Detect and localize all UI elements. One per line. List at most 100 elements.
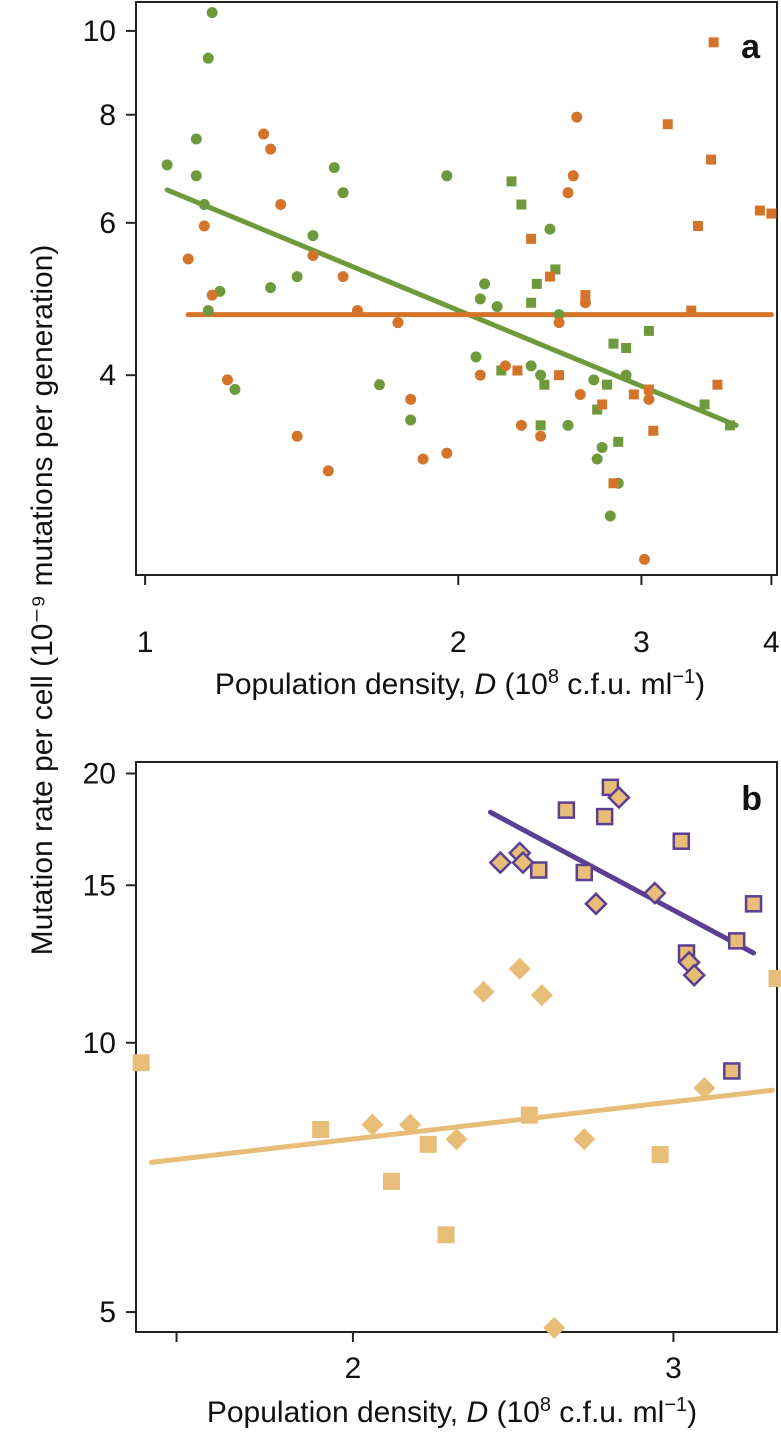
panel-b-xlabel-unit: c.f.u. ml	[551, 1396, 664, 1429]
panel-b-point-purple-diamond-outline	[511, 850, 535, 875]
panel-a-point-orange-circle	[474, 369, 486, 381]
panel-a-point-green-circle	[405, 414, 417, 426]
panel-a-point-green-circle	[588, 374, 600, 386]
panel-b-point-tan-square	[382, 1172, 400, 1190]
panel-a-point-orange-square	[686, 305, 697, 316]
panel-b-point-tan-diamond	[693, 1077, 716, 1100]
panel-a-point-green-circle	[474, 293, 486, 305]
panel-a-x-tick-label: 2	[450, 626, 467, 659]
panel-a-point-orange-circle	[291, 430, 303, 442]
panel-a-xlabel-close: )	[695, 668, 705, 701]
panel-a-xlabel-unit: c.f.u. ml	[559, 668, 672, 701]
panel-b-y-ticks: 5 10 15 20	[83, 757, 136, 1329]
panel-a-point-orange-circle	[182, 253, 194, 265]
panel-b-point-purple-square-outline	[672, 832, 691, 850]
panel-a-point-green-square	[550, 264, 561, 275]
panel-a-point-green-circle	[479, 278, 491, 290]
panel-a-point-orange-circle	[221, 374, 233, 386]
panel-a-xlabel-unit-exp: −1	[672, 666, 695, 688]
panel-a-point-green-circle	[337, 187, 349, 199]
panel-b-point-tan-square	[768, 969, 781, 987]
panel-a-point-orange-circle	[441, 447, 453, 459]
panel-a-point-green-square	[613, 436, 624, 447]
panel-a-point-green-circle	[491, 301, 503, 313]
panel-a-x-tick-label: 1	[137, 626, 154, 659]
panel-b-xlabel-unit-exp: −1	[664, 1394, 687, 1416]
panel-a-point-orange-square	[580, 290, 591, 301]
panel-a-point-orange-square	[526, 233, 537, 244]
panel-a-point-orange-circle	[351, 305, 363, 317]
panel-b-point-tan-diamond	[508, 957, 531, 980]
panel-a-point-orange-square	[643, 384, 654, 395]
panel-a-point-orange-square	[648, 425, 659, 436]
panel-a-point-green-circle	[190, 170, 202, 182]
panel-b-point-tan-square	[520, 1106, 538, 1124]
panel-a-y-tick-label: 6	[99, 207, 116, 240]
panel-a-x-ticks: 1 2 3 4	[137, 575, 780, 659]
panel-a-points	[161, 7, 777, 565]
panel-b-point-purple-diamond-outline	[642, 881, 667, 905]
panel-a-point-green-circle	[202, 305, 214, 317]
panel-a-point-green-circle	[161, 159, 173, 171]
panel-a-point-orange-circle	[643, 393, 655, 405]
panel-a-point-green-circle	[307, 230, 319, 242]
panel-a-point-green-square	[539, 379, 550, 390]
panel-a-point-green-circle	[553, 309, 565, 321]
panel-a-point-orange-square	[766, 208, 777, 219]
panel-a-point-orange-circle	[515, 419, 527, 431]
panel-a-point-green-circle	[535, 369, 547, 381]
panel-a-point-green-circle	[265, 282, 277, 294]
panel-a-point-green-square	[699, 399, 710, 410]
panel-a-point-orange-circle	[337, 271, 349, 283]
panel-b-xlabel-paren-open: (10	[488, 1396, 540, 1429]
panel-a-point-orange-circle	[417, 453, 429, 465]
panel-b-point-tan-square	[312, 1120, 330, 1138]
panel-b-point-purple-square-outline	[723, 1062, 741, 1080]
panel-b-frame	[135, 761, 778, 1333]
panel-a-point-orange-circle	[562, 187, 574, 199]
panel-b-x-tick-label: 3	[665, 1352, 682, 1385]
panel-a-point-orange-circle	[535, 430, 547, 442]
panel-a-point-orange-square	[628, 389, 639, 400]
panel-b-point-purple-diamond-outline	[607, 785, 631, 810]
panel-a-point-green-circle	[373, 379, 385, 391]
panel-a-point-orange-square	[706, 154, 717, 165]
panel-b-y-tick-label: 20	[83, 757, 116, 790]
panel-b-point-tan-diamond	[530, 984, 553, 1007]
panel-b-point-purple-diamond-outline	[682, 963, 706, 987]
panel-a-point-orange-circle	[322, 465, 334, 477]
panel-b-point-tan-diamond	[472, 980, 495, 1003]
panel-b-y-tick-label: 15	[83, 869, 116, 902]
panel-b-point-purple-square-outline	[727, 932, 746, 950]
panel-a-point-orange-square	[597, 399, 608, 410]
panel-a-point-orange-square	[754, 205, 765, 216]
panel-a-point-green-square	[725, 420, 736, 431]
panel-a-point-orange-circle	[405, 393, 417, 405]
panel-a-point-orange-circle	[567, 170, 579, 182]
panel-a-point-green-square	[643, 325, 654, 336]
panel-b-y-tick-label: 5	[99, 1296, 116, 1329]
panel-a-point-green-circle	[198, 199, 210, 211]
panel-b-xlabel-prefix: Population density,	[207, 1396, 467, 1429]
panel-a-x-axis-title: Population density, D (108 c.f.u. ml−1)	[215, 666, 705, 701]
panel-a-y-tick-label: 8	[99, 99, 116, 132]
panel-a-point-green-square	[516, 199, 527, 210]
panel-a-point-green-square	[496, 365, 507, 376]
panel-a-point-orange-square	[544, 271, 555, 282]
panel-b-point-tan-diamond	[361, 1113, 384, 1136]
panel-a-xlabel-var: D	[474, 668, 496, 701]
panel-a-point-green-circle	[604, 510, 616, 522]
panel-b-y-tick-label: 10	[83, 1027, 116, 1060]
panel-a-frame	[135, 1, 778, 576]
panel-a-point-orange-circle	[307, 250, 319, 262]
panel-a-point-orange-square	[608, 478, 619, 489]
panel-b-letter: b	[741, 780, 762, 818]
panel-b-x-tick-label: 2	[345, 1352, 362, 1385]
panel-a-point-orange-circle	[392, 317, 404, 329]
panel-a-y-tick-label: 10	[83, 15, 116, 48]
panel-a-point-green-square	[535, 420, 546, 431]
panel-a-fit-line-green	[164, 187, 739, 428]
panel-a: 1 2 3 4 4 6 8 10 a Population density, D (108 …	[83, 1, 780, 701]
panel-a-point-orange-circle	[638, 553, 650, 565]
